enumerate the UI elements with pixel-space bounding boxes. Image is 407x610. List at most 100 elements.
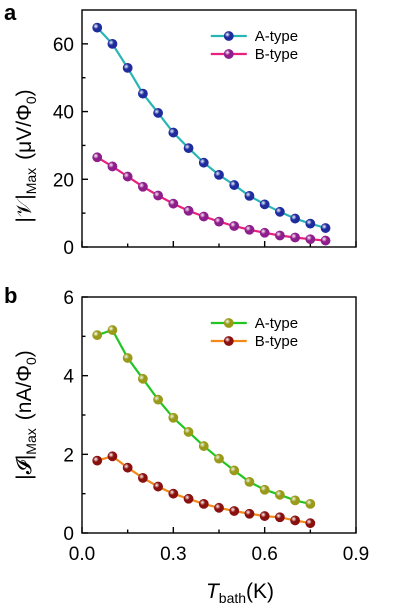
- plot-frame: [81, 296, 357, 534]
- data-point-b-type: [229, 221, 240, 231]
- y-tick-label: 4: [63, 367, 74, 388]
- data-point-a-type: [137, 373, 148, 384]
- data-point-b-type: [168, 488, 179, 499]
- data-point-b-type: [290, 515, 301, 526]
- legend-marker-b-type: [223, 49, 234, 59]
- panel-b-xlabel-sub: bath: [219, 590, 246, 606]
- data-point-b-type: [198, 498, 209, 509]
- panel-a-ylabel-unit: (μV/Φ: [13, 104, 36, 160]
- panel-a-ylabel-sub: Max: [23, 168, 39, 194]
- data-point-a-type: [244, 476, 255, 487]
- data-point-a-type: [107, 38, 118, 49]
- svg-text:|𝒱|Max(μV/Φ0): |𝒱|Max (μV/Φ0): [13, 89, 39, 222]
- data-point-b-type: [183, 205, 194, 216]
- legend-label-b-type: B-type: [255, 333, 298, 350]
- data-point-a-type: [305, 218, 316, 229]
- data-point-b-type: [183, 493, 194, 504]
- data-point-b-type: [122, 171, 133, 182]
- legend-label-a-type: A-type: [255, 315, 298, 332]
- data-point-b-type: [153, 481, 164, 492]
- x-tick-label: 0.6: [251, 544, 277, 565]
- data-point-a-type: [92, 330, 103, 341]
- data-point-a-type: [183, 143, 194, 154]
- x-tick-label: 0.9: [343, 544, 369, 565]
- panel-b-ylabel-sub: Max: [23, 428, 39, 454]
- data-point-b-type: [92, 455, 103, 466]
- data-point-b-type: [290, 232, 301, 243]
- data-point-a-type: [198, 441, 209, 451]
- legend-label-a-type: A-type: [255, 28, 298, 45]
- data-point-a-type: [122, 353, 133, 363]
- data-point-a-type: [290, 495, 301, 506]
- data-point-a-type: [168, 127, 179, 138]
- legend-marker-b-type: [223, 336, 234, 346]
- data-point-b-type: [137, 473, 148, 483]
- data-point-b-type: [244, 224, 255, 235]
- panel-a-ylabel-unit-end: ): [13, 89, 36, 96]
- svg-text:|𝓘|Max(nA/Φ0): |𝓘|Max (nA/Φ0): [13, 350, 39, 480]
- data-point-a-type: [244, 190, 255, 201]
- panel-a-label: a: [4, 0, 17, 25]
- data-point-a-type: [229, 180, 240, 190]
- data-point-b-type: [137, 181, 148, 192]
- data-point-b-type: [274, 512, 285, 523]
- panel-b-ylabel: |𝓘|Max (nA/Φ0): [13, 350, 39, 480]
- x-tick-label: 0.0: [69, 544, 95, 565]
- data-point-b-type: [214, 216, 224, 227]
- data-point-a-type: [290, 213, 301, 224]
- legend-marker-a-type: [223, 318, 234, 328]
- panel-a-ylabel: |𝒱|Max (μV/Φ0): [13, 89, 39, 222]
- data-point-b-type: [320, 235, 331, 246]
- y-tick-label: 0: [63, 524, 74, 545]
- panel-b-label: b: [4, 283, 17, 308]
- panel-a-ylabel-unit-sub: 0: [23, 96, 39, 104]
- data-point-a-type: [107, 325, 118, 335]
- data-point-a-type: [153, 394, 164, 405]
- data-point-a-type: [198, 157, 209, 168]
- data-point-a-type: [92, 22, 103, 33]
- panel-b-ylabel-unit: (nA/Φ: [13, 365, 36, 420]
- data-point-b-type: [305, 518, 316, 529]
- panel-a-ylabel-main: |𝒱|: [13, 194, 36, 222]
- y-tick-label: 0: [63, 238, 74, 259]
- panel-b-ylabel-unit-sub: 0: [23, 357, 39, 365]
- data-point-a-type: [259, 484, 270, 495]
- data-point-a-type: [274, 206, 285, 217]
- data-point-b-type: [274, 230, 285, 241]
- data-point-b-type: [153, 190, 164, 201]
- y-tick-label: 2: [63, 445, 74, 466]
- data-point-b-type: [244, 508, 255, 519]
- panel-b-ylabel-unit-end: ): [13, 350, 36, 357]
- panel-b-xlabel: Tbath(K): [206, 580, 274, 606]
- data-point-b-type: [198, 211, 209, 222]
- panel-b-xlabel-unit: (K): [246, 580, 274, 603]
- data-point-b-type: [305, 234, 316, 245]
- data-point-a-type: [168, 412, 179, 423]
- data-point-b-type: [92, 152, 103, 163]
- panel-b-ylabel-main: |𝓘|: [13, 455, 36, 480]
- data-point-a-type: [274, 489, 285, 500]
- y-tick-label: 6: [63, 288, 74, 309]
- data-point-a-type: [153, 108, 164, 118]
- data-point-a-type: [122, 62, 133, 73]
- legend-label-b-type: B-type: [255, 46, 298, 63]
- data-point-b-type: [107, 451, 118, 462]
- series-line-b-type: [96, 156, 326, 242]
- data-point-a-type: [214, 453, 224, 464]
- data-point-a-type: [259, 199, 270, 210]
- data-point-b-type: [168, 198, 179, 209]
- y-tick-label: 20: [53, 170, 74, 191]
- data-point-a-type: [229, 465, 240, 476]
- legend-marker-a-type: [223, 31, 234, 41]
- data-point-a-type: [305, 498, 316, 509]
- data-point-b-type: [229, 506, 240, 516]
- series-line-a-type: [96, 26, 326, 230]
- data-point-a-type: [183, 427, 194, 437]
- x-tick-label: 0.3: [160, 544, 186, 565]
- panel-b-xlabel-main: T: [206, 580, 221, 603]
